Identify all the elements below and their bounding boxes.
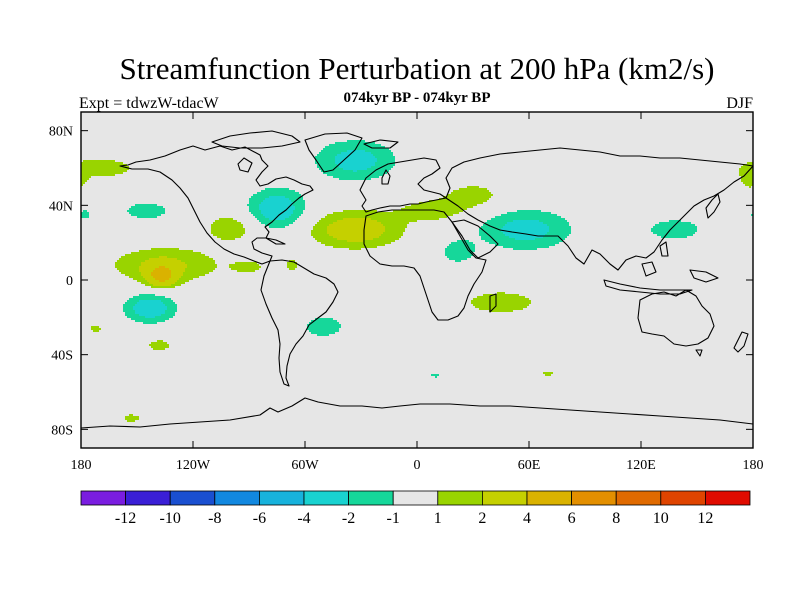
lat-tick-label: 80N (49, 125, 73, 140)
colorbar-label: -12 (115, 510, 136, 527)
coast-japan (705, 193, 721, 219)
streamfunction-field (81, 112, 753, 448)
lon-tick-label: 120E (626, 458, 656, 473)
colorbar-label: -4 (297, 510, 310, 527)
colorbar-label: 4 (523, 510, 531, 527)
coast-arabia (451, 219, 499, 259)
coast-greenland (304, 132, 363, 173)
lon-tick-label: 180 (743, 458, 764, 473)
colorbar-swatch (214, 490, 260, 506)
coastlines (81, 130, 753, 429)
colorbar-label: -2 (342, 510, 355, 527)
coast-cuba (265, 237, 286, 245)
colorbar-swatch (526, 490, 572, 506)
colorbar-swatch (660, 490, 706, 506)
coast-antarctica (81, 397, 753, 429)
coast-indonesia (603, 279, 693, 295)
lon-tick-label: 60E (518, 458, 541, 473)
lon-tick-label: 0 (414, 458, 421, 473)
season-label: DJF (726, 95, 753, 112)
colorbar-swatch (392, 490, 439, 506)
colorbar: -12 -10 -8 -6 -4 -2 -1 1 2 4 6 8 10 12 (80, 490, 751, 527)
coast-arctic-islands (211, 130, 301, 149)
lon-tick-label: 60W (291, 458, 319, 473)
colorbar-label: -6 (253, 510, 266, 527)
colorbar-swatch (437, 490, 483, 506)
plot-title: Streamfunction Perturbation at 200 hPa (… (120, 51, 715, 86)
coast-new-guinea (689, 269, 719, 283)
colorbar-label: -10 (160, 510, 181, 527)
coast-hudson-bay (237, 157, 253, 173)
coast-europe (359, 157, 447, 213)
left-label: Expt = tdwzW-tdacW (79, 95, 220, 112)
lat-tick-label: 0 (66, 274, 73, 289)
colorbar-swatch (80, 490, 126, 506)
coast-asia (445, 147, 753, 271)
coast-madagascar (489, 293, 497, 313)
colorbar-swatch (481, 490, 528, 506)
colorbar-swatch (615, 490, 662, 506)
coast-australia (637, 289, 715, 347)
colorbar-swatch (571, 490, 617, 506)
lat-tick-label: 80S (51, 423, 73, 438)
colorbar-swatch (169, 490, 216, 506)
map-area (81, 112, 753, 448)
center-label: 074kyr BP - 074kyr BP (344, 90, 491, 106)
lat-tick-label: 40S (51, 349, 73, 364)
colorbar-swatch (125, 490, 171, 506)
coast-africa (363, 209, 487, 321)
colorbar-swatch (348, 490, 394, 506)
colorbar-swatch (705, 490, 751, 506)
coast-philippines (659, 241, 669, 257)
lon-tick-label: 120W (176, 458, 211, 473)
colorbar-swatch (258, 490, 305, 506)
colorbar-swatch (303, 490, 349, 506)
colorbar-label: -1 (387, 510, 400, 527)
colorbar-label: 10 (653, 510, 669, 527)
coast-borneo (641, 261, 657, 277)
colorbar-label: 8 (612, 510, 620, 527)
coast-tasmania (695, 349, 703, 357)
coast-south-america (260, 259, 339, 387)
colorbar-label: -8 (208, 510, 221, 527)
colorbar-label: 12 (697, 510, 713, 527)
colorbar-label: 1 (434, 510, 442, 527)
colorbar-label: 2 (478, 510, 486, 527)
axis-ticks: 80N 40N 0 40S 80S 180 120W 60W 0 60E 120E 180 (49, 112, 764, 473)
lon-tick-label: 180 (71, 458, 92, 473)
coast-greenland-north-islands (363, 139, 399, 149)
coast-britain (381, 169, 391, 185)
lat-tick-label: 40N (49, 199, 73, 214)
colorbar-label: 6 (568, 510, 576, 527)
coast-new-zealand (733, 331, 749, 353)
